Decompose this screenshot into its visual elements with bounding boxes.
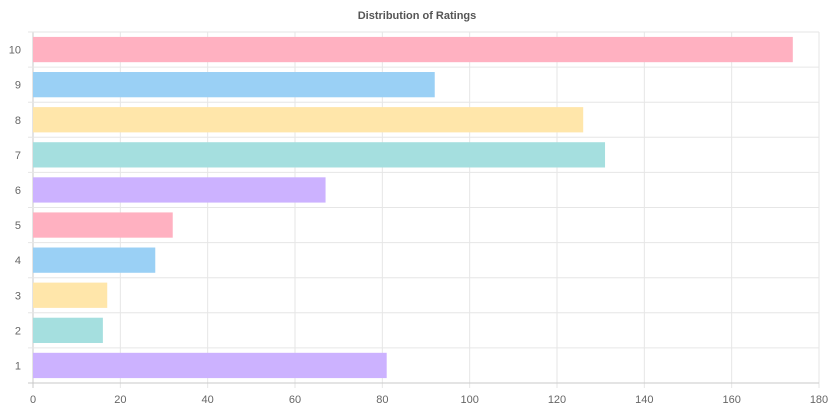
y-tick-label: 10 bbox=[9, 45, 21, 57]
x-tick-label: 180 bbox=[810, 394, 828, 406]
y-tick-label: 4 bbox=[15, 255, 21, 267]
x-tick-label: 120 bbox=[548, 394, 566, 406]
bar-rating-2 bbox=[33, 317, 103, 343]
bar-rating-4 bbox=[33, 247, 156, 273]
bar-rating-5 bbox=[33, 212, 173, 238]
y-tick-label: 5 bbox=[15, 220, 21, 232]
bar-rating-1 bbox=[33, 352, 387, 379]
bar-rating-6 bbox=[33, 177, 326, 203]
bar-rating-3 bbox=[33, 282, 108, 308]
x-tick-label: 80 bbox=[376, 394, 388, 406]
bars-group bbox=[33, 36, 793, 379]
x-tick-label: 60 bbox=[289, 394, 301, 406]
y-tick-labels: 10 9 8 7 6 5 4 3 2 1 bbox=[9, 45, 21, 373]
grid-lines bbox=[28, 31, 820, 388]
y-tick-label: 8 bbox=[15, 115, 21, 127]
y-tick-label: 6 bbox=[15, 185, 21, 197]
bar-rating-7 bbox=[33, 142, 606, 168]
x-tick-label: 40 bbox=[202, 394, 214, 406]
chart-title: Distribution of Ratings bbox=[358, 10, 477, 22]
y-tick-label: 7 bbox=[15, 150, 21, 162]
x-tick-label: 160 bbox=[722, 394, 740, 406]
y-tick-label: 2 bbox=[15, 325, 21, 337]
bar-rating-10 bbox=[33, 36, 793, 63]
y-tick-label: 3 bbox=[15, 290, 21, 302]
x-tick-label: 20 bbox=[114, 394, 126, 406]
y-tick-label: 9 bbox=[15, 80, 21, 92]
x-tick-label: 100 bbox=[460, 394, 478, 406]
x-tick-label: 140 bbox=[635, 394, 653, 406]
x-tick-labels: 0 20 40 60 80 100 120 140 160 180 bbox=[30, 394, 828, 406]
y-tick-label: 1 bbox=[15, 360, 21, 372]
bar-rating-9 bbox=[33, 72, 435, 98]
x-tick-label: 0 bbox=[30, 394, 36, 406]
bar-rating-8 bbox=[33, 107, 584, 133]
